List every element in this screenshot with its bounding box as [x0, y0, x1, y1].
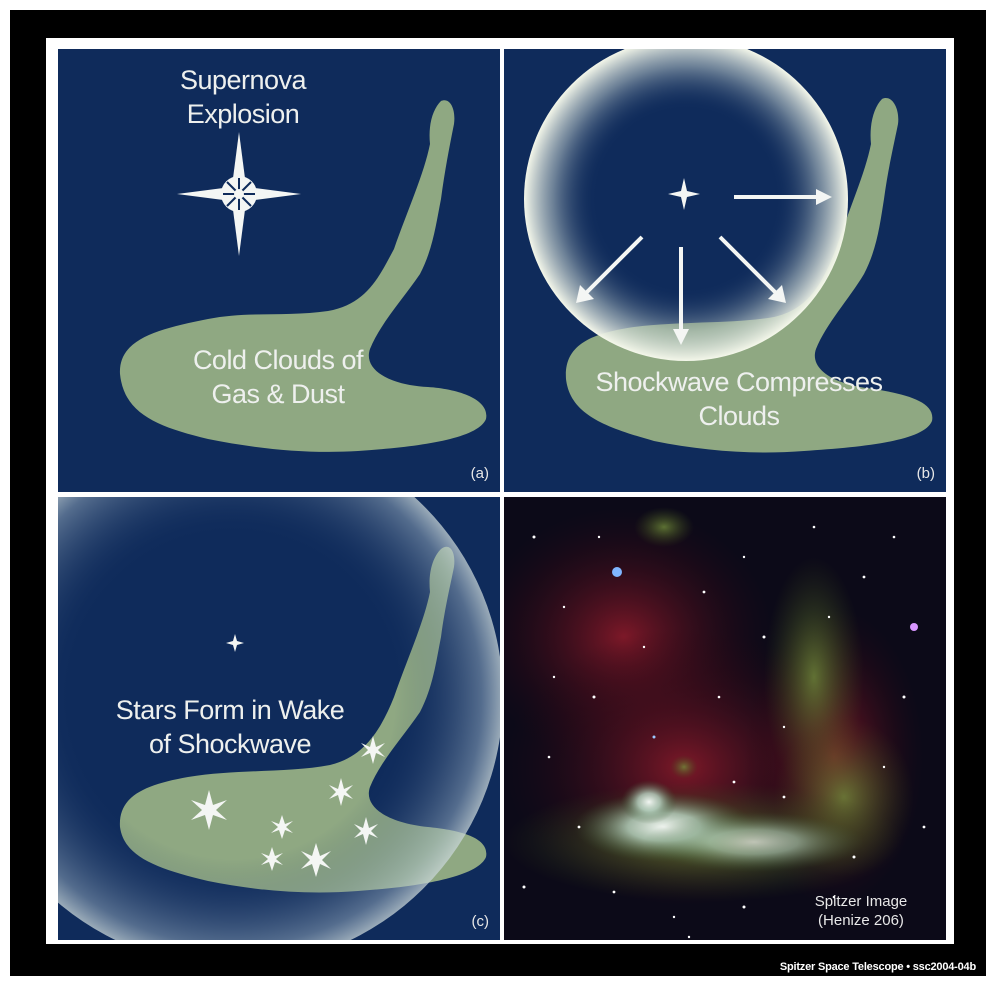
panel-c-tag: (c)	[471, 913, 490, 930]
stars-form-label: Stars Form in Wake of Shockwave	[115, 695, 345, 759]
expanding-shockwave	[58, 497, 500, 940]
panel-a-tag: (a)	[470, 465, 489, 482]
shockwave-arrows	[576, 189, 832, 345]
shockwave-compresses-label: Shockwave Compresses Clouds	[595, 367, 883, 431]
new-stars-icon	[191, 736, 385, 877]
panel-b-art	[524, 49, 933, 453]
panel-b-tag: (b)	[916, 465, 935, 482]
panel-c-star-formation: Stars Form in Wake of Shockwave (c)	[58, 497, 500, 940]
shockwave-bubble	[524, 49, 848, 361]
credit-line: Spitzer Space Telescope • ssc2004-04b	[779, 961, 976, 973]
spitzer-image-caption: Spitzer Image (Henize 206)	[814, 893, 908, 929]
star-field	[522, 525, 926, 939]
henize-206-image	[504, 497, 946, 940]
panel-c-art	[58, 497, 500, 940]
panel-a-art	[119, 100, 487, 452]
distant-star-icon	[226, 634, 244, 652]
gas-cloud	[119, 100, 487, 452]
panel-b-shockwave: Shockwave Compresses Clouds (b)	[504, 49, 946, 492]
panel-a-supernova: Supernova Explosion Cold Clouds of Gas &…	[58, 49, 500, 492]
center-star-icon	[668, 178, 700, 210]
cold-clouds-label: Cold Clouds of Gas & Dust	[192, 345, 364, 409]
panel-d-spitzer-image: Spitzer Image (Henize 206)	[504, 497, 946, 940]
gas-cloud	[565, 98, 933, 453]
supernova-title: Supernova Explosion	[179, 65, 307, 129]
supernova-star-icon	[177, 132, 301, 256]
